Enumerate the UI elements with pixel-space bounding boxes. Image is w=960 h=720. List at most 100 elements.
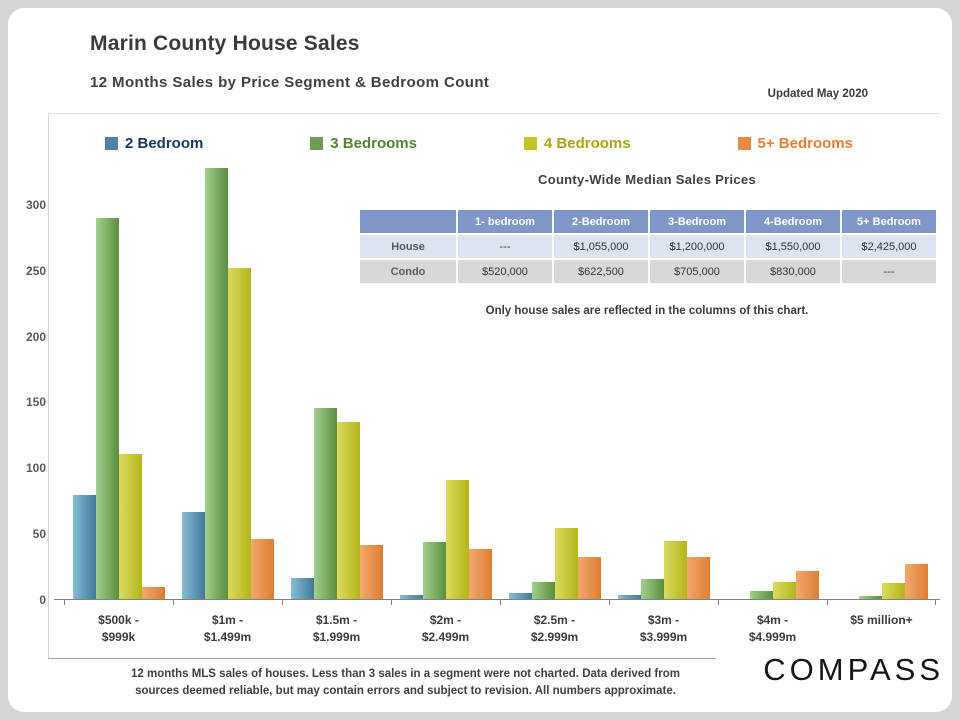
bar-group-2 <box>173 160 282 600</box>
table-cell: $520,000 <box>456 258 554 285</box>
y-axis-label: 150 <box>25 395 46 409</box>
y-axis-label: 250 <box>25 264 46 278</box>
y-axis-label: 0 <box>39 593 46 607</box>
bar-group-8 <box>827 160 936 600</box>
table-cell: --- <box>456 233 554 260</box>
bar-4-bedrooms <box>554 528 578 600</box>
x-axis-label: $4m - $4.999m <box>748 613 797 644</box>
bar-group-6 <box>609 160 718 600</box>
x-axis-label: $1.5m - $1.999m <box>312 613 361 644</box>
table-cell: $622,500 <box>552 258 650 285</box>
bar-3-bedrooms <box>640 579 664 600</box>
bar-chart-plot <box>64 160 936 600</box>
bar-4-bedrooms <box>118 454 142 600</box>
bar-group-5 <box>500 160 609 600</box>
bar-5-bedrooms <box>686 557 710 600</box>
table-header-cell: 5+ Bedroom <box>840 208 938 235</box>
compass-logo: COMPASS <box>763 652 944 687</box>
axis-tick <box>391 600 392 605</box>
table-cell: $1,055,000 <box>552 233 650 260</box>
legend-label: 5+ Bedrooms <box>757 134 853 152</box>
bar-group-1 <box>64 160 173 600</box>
axis-tick <box>282 600 283 605</box>
legend-swatch-2-bedroom <box>105 136 118 150</box>
legend-item-4-bedrooms: 4 Bedrooms <box>523 134 631 152</box>
table-row-label: Condo <box>358 258 458 285</box>
y-axis-label: 100 <box>25 461 46 475</box>
x-axis-label: $5 million+ <box>850 613 913 627</box>
legend-item-3-bedrooms: 3 Bedrooms <box>310 135 417 152</box>
bar-5-bedrooms <box>577 557 601 600</box>
bar-5-bedrooms <box>468 549 492 600</box>
legend-label: 4 Bedrooms <box>543 134 631 152</box>
table-header-cell: 1- bedroom <box>456 208 554 235</box>
chart-left-border <box>48 113 49 659</box>
axis-tick <box>827 600 828 605</box>
bar-4-bedrooms <box>663 541 687 600</box>
bar-5-bedrooms <box>904 564 928 600</box>
updated-label: Updated May 2020 <box>767 88 868 100</box>
chart-legend: 2 Bedroom 3 Bedrooms 4 Bedrooms 5+ Bedrooms <box>105 133 853 153</box>
y-axis-label: 300 <box>25 198 46 212</box>
legend-swatch-3-bedrooms <box>310 136 324 150</box>
median-table-title: County-Wide Median Sales Prices <box>538 172 756 187</box>
table-cell: $705,000 <box>648 258 746 285</box>
table-row-condo: Condo $520,000 $622,500 $705,000 $830,000 --- <box>358 258 938 285</box>
table-cell: $830,000 <box>744 258 842 285</box>
table-cell: $2,425,000 <box>840 233 938 260</box>
bar-5-bedrooms <box>250 539 274 600</box>
page-title: Marin County House Sales <box>90 32 360 55</box>
bar-2-bedroom <box>72 495 96 600</box>
median-table-body: House --- $1,055,000 $1,200,000 $1,550,000 $2… <box>358 233 938 285</box>
slide-card: Marin County House Sales 12 Months Sales… <box>8 8 952 712</box>
bar-2-bedroom <box>399 595 423 600</box>
bar-5-bedrooms <box>795 571 819 600</box>
bar-2-bedroom <box>181 512 205 600</box>
median-sales-table: 1- bedroom 2-Bedroom 3-Bedroom 4-Bedroom 5+ … <box>358 208 938 285</box>
legend-item-2-bedroom: 2 Bedroom <box>105 135 203 152</box>
bar-4-bedrooms <box>336 422 360 600</box>
axis-tick <box>935 600 936 605</box>
bar-2-bedroom <box>617 595 641 600</box>
footnote: 12 months MLS sales of houses. Less than… <box>131 668 680 698</box>
bar-5-bedrooms <box>359 545 383 600</box>
table-header-cell: 2-Bedroom <box>552 208 650 235</box>
bar-3-bedrooms <box>749 591 773 600</box>
bar-5-bedrooms <box>141 587 165 600</box>
table-cell: --- <box>840 258 938 285</box>
bar-3-bedrooms <box>422 542 446 600</box>
x-axis-label: $2m - $2.499m <box>421 613 470 644</box>
bar-4-bedrooms <box>227 268 251 600</box>
legend-label: 3 Bedrooms <box>330 134 417 152</box>
x-axis-labels: $500k - $999k $1m - $1.499m $1.5m - $1.999… <box>64 612 936 646</box>
axis-tick <box>718 600 719 605</box>
x-axis-label: $2.5m - $2.999m <box>530 613 579 644</box>
bar-group-4 <box>391 160 500 600</box>
bar-group-3 <box>282 160 391 600</box>
legend-swatch-5-bedrooms <box>737 136 751 150</box>
median-table-wrap: 1- bedroom 2-Bedroom 3-Bedroom 4-Bedroom 5+ … <box>358 208 938 285</box>
page-subtitle: 12 Months Sales by Price Segment & Bedro… <box>90 74 490 91</box>
bar-4-bedrooms <box>772 582 796 600</box>
table-cell: $1,200,000 <box>648 233 746 260</box>
table-row-label: House <box>358 233 458 260</box>
bar-3-bedrooms <box>313 408 337 600</box>
x-axis-label: $1m - $1.499m <box>203 613 252 644</box>
y-axis-label: 50 <box>32 527 46 541</box>
y-axis-label: 200 <box>25 330 46 344</box>
x-axis-ticks <box>64 600 937 606</box>
header-divider <box>48 113 940 114</box>
bar-3-bedrooms <box>95 218 119 600</box>
bar-3-bedrooms <box>531 582 555 600</box>
axis-tick <box>64 600 65 605</box>
bar-4-bedrooms <box>445 480 469 600</box>
axis-tick <box>500 600 501 605</box>
x-axis-label: $3m - $3.999m <box>639 613 688 644</box>
bar-3-bedrooms <box>204 168 228 600</box>
bar-4-bedrooms <box>881 583 905 600</box>
table-cell: $1,550,000 <box>744 233 842 260</box>
bar-2-bedroom <box>290 578 314 600</box>
x-axis-label: $500k - $999k <box>98 613 139 644</box>
table-header-cell: 3-Bedroom <box>648 208 746 235</box>
table-header-cell <box>358 208 458 235</box>
